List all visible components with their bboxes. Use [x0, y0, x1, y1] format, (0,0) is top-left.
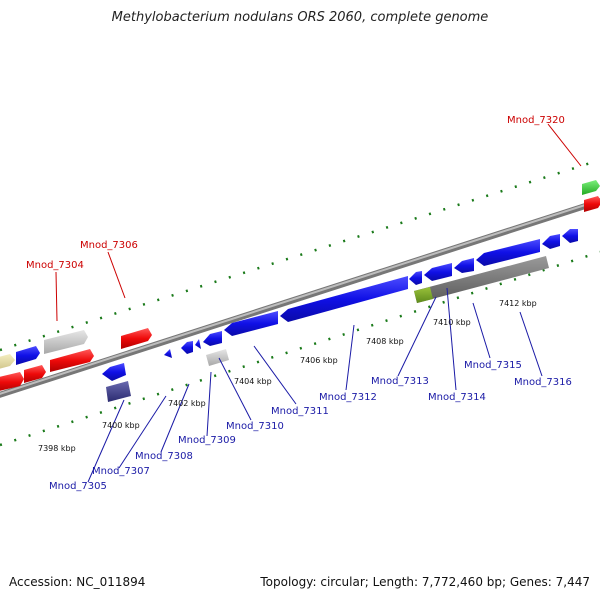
forward-strand-features [0, 180, 600, 392]
cds-arrow[interactable] [409, 271, 422, 285]
pseudo-gene-arrow[interactable] [414, 287, 433, 303]
gene-label[interactable]: Mnod_7316 [514, 377, 572, 388]
reverse-tick-track [0, 250, 600, 447]
cds-arrow[interactable] [582, 180, 600, 195]
cds-arrow[interactable] [562, 229, 578, 243]
gene-label[interactable]: Mnod_7306 [80, 240, 138, 251]
gene-label[interactable]: Mnod_7320 [507, 115, 565, 126]
cds-arrow[interactable] [476, 239, 540, 266]
cds-arrow[interactable] [224, 311, 278, 336]
gene-label[interactable]: Mnod_7313 [371, 376, 429, 387]
cds-arrow[interactable] [195, 339, 201, 349]
cds-arrow[interactable] [0, 354, 15, 370]
gene-label[interactable]: Mnod_7312 [319, 392, 377, 403]
scale-tick-label: 7408 kbp [366, 337, 404, 346]
scale-tick-label: 7400 kbp [102, 421, 140, 430]
gene-label[interactable]: Mnod_7310 [226, 421, 284, 432]
cds-arrow[interactable] [181, 341, 193, 354]
scale-tick-label: 7404 kbp [234, 377, 272, 386]
gene-label[interactable]: Mnod_7307 [92, 466, 150, 477]
reverse-strand-features [102, 229, 578, 402]
rna-gene-arrow[interactable] [50, 349, 94, 372]
rna-gene-arrow[interactable] [24, 365, 46, 383]
callout-lines [55, 123, 582, 483]
cds-arrow[interactable] [16, 346, 40, 365]
rna-gene-arrow[interactable] [0, 372, 24, 392]
topology-text: Topology: circular; Length: 7,772,460 bp… [260, 575, 590, 589]
gene-label[interactable]: Mnod_7315 [464, 360, 522, 371]
cds-arrow[interactable] [280, 276, 408, 322]
pseudo-gene-arrow[interactable] [44, 330, 88, 354]
gene-label[interactable]: Mnod_7309 [178, 435, 236, 446]
map-title: Methylobacterium nodulans ORS 2060, comp… [111, 10, 489, 25]
gene-label[interactable]: Mnod_7314 [428, 392, 486, 403]
cds-arrow[interactable] [102, 363, 126, 381]
scale-tick-label: 7398 kbp [38, 444, 76, 453]
gene-labels: Mnod_7304 Mnod_7306 Mnod_7320 Mnod_7305 … [26, 115, 572, 492]
rna-gene-arrow[interactable] [121, 328, 152, 349]
cds-arrow[interactable] [164, 349, 172, 358]
scale-labels: 7398 kbp 7400 kbp 7402 kbp 7404 kbp 7406… [38, 299, 537, 453]
gene-label[interactable]: Mnod_7308 [135, 451, 193, 462]
rna-gene-arrow[interactable] [584, 196, 600, 212]
accession-text: Accession: NC_011894 [9, 575, 146, 589]
cds-arrow[interactable] [542, 234, 560, 249]
scale-tick-label: 7410 kbp [433, 318, 471, 327]
scale-tick-label: 7406 kbp [300, 356, 338, 365]
gene-label[interactable]: Mnod_7304 [26, 260, 84, 271]
pseudo-gene-arrow[interactable] [106, 381, 131, 402]
pseudo-gene-arrow[interactable] [206, 349, 229, 366]
cds-arrow[interactable] [424, 263, 452, 281]
cds-arrow[interactable] [203, 331, 222, 346]
genome-backbone [0, 198, 600, 398]
gene-label[interactable]: Mnod_7311 [271, 406, 329, 417]
cds-arrow[interactable] [454, 258, 474, 273]
scale-tick-label: 7402 kbp [168, 399, 206, 408]
scale-tick-label: 7412 kbp [499, 299, 537, 308]
gene-label[interactable]: Mnod_7305 [49, 481, 107, 492]
